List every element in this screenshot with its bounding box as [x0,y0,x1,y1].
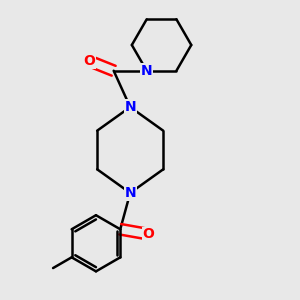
Text: O: O [83,54,95,68]
Text: N: N [124,186,136,200]
Text: N: N [124,100,136,114]
Text: N: N [141,64,152,78]
Text: O: O [142,227,154,241]
